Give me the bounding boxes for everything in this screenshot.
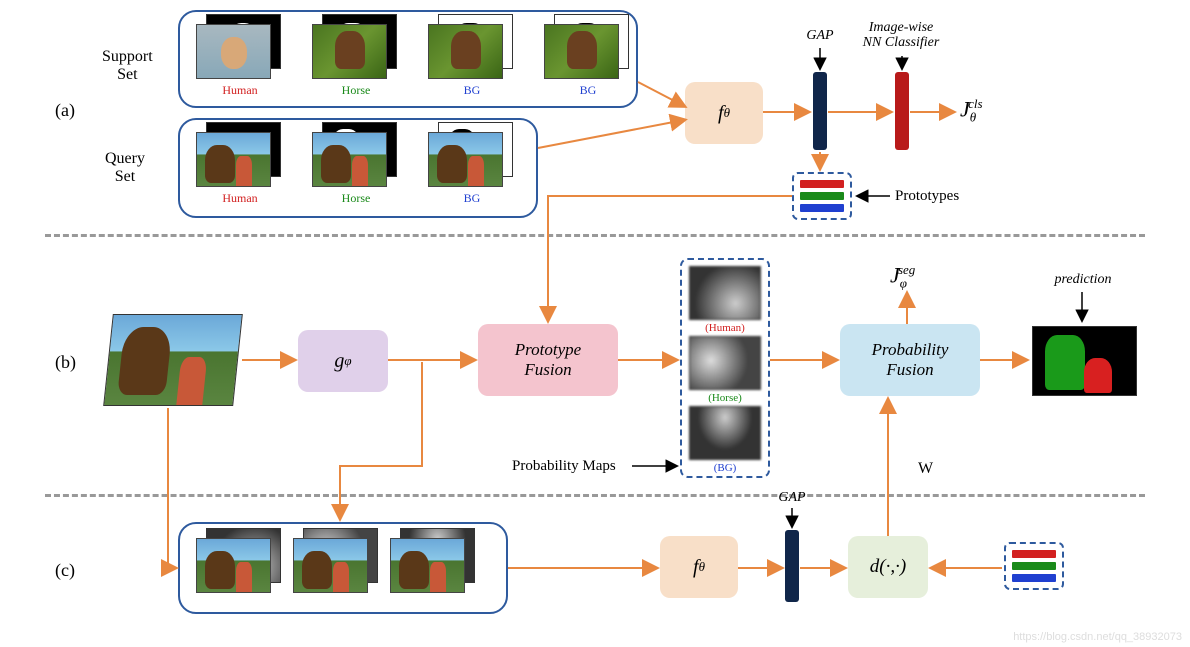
gap-bar-c <box>785 530 799 602</box>
w-label: W <box>918 460 933 478</box>
prototypes-box <box>792 172 852 220</box>
label-bg-3: BG <box>428 191 516 206</box>
input-image-b <box>103 314 243 406</box>
prediction-image <box>1032 326 1137 396</box>
prototypes-label: Prototypes <box>895 188 959 205</box>
watermark: https://blog.csdn.net/qq_38932073 <box>1013 631 1182 643</box>
support-item-bg-1: BG <box>428 24 516 98</box>
probability-fusion-box: Probability Fusion <box>840 324 980 396</box>
f-theta-box-a: fθ <box>685 82 763 144</box>
prototype-fusion-box: Prototype Fusion <box>478 324 618 396</box>
support-item-human: Human <box>196 24 284 98</box>
augmented-box <box>178 522 508 614</box>
g-phi-box: gφ <box>298 330 388 392</box>
support-set-box: Human Horse BG BG <box>178 10 638 108</box>
probability-maps-box: (Human) (Horse) (BG) <box>680 258 770 478</box>
label-bg-2: BG <box>544 83 632 98</box>
pmap-bg <box>689 406 761 460</box>
query-item-bg: BG <box>428 132 516 206</box>
query-set-label: Query Set <box>105 150 145 186</box>
support-item-bg-2: BG <box>544 24 632 98</box>
prototypes-box-c <box>1004 542 1064 590</box>
j-cls-label: Jθcls <box>960 96 991 126</box>
pmap-human <box>689 266 761 320</box>
query-set-box: Human Horse BG <box>178 118 538 218</box>
divider-2 <box>45 494 1145 497</box>
label-horse-1: Horse <box>312 83 400 98</box>
probability-maps-label: Probability Maps <box>512 458 616 475</box>
aug-2 <box>293 538 368 593</box>
d-func-box: d(·,·) <box>848 536 928 598</box>
gap-label-c: GAP <box>772 490 812 506</box>
pmap-horse-label: (Horse) <box>684 392 766 404</box>
label-human-1: Human <box>196 83 284 98</box>
nn-bar <box>895 72 909 150</box>
j-seg-label: Jφseg <box>890 262 924 292</box>
section-a-label: (a) <box>55 100 75 121</box>
pmap-horse <box>689 336 761 390</box>
pmap-human-label: (Human) <box>684 322 766 334</box>
label-bg-1: BG <box>428 83 516 98</box>
query-item-human: Human <box>196 132 284 206</box>
gap-bar-a <box>813 72 827 150</box>
aug-3 <box>390 538 465 593</box>
nn-label: Image-wise NN Classifier <box>856 20 946 51</box>
support-item-horse: Horse <box>312 24 400 98</box>
pmap-bg-label: (BG) <box>684 462 766 474</box>
section-c-label: (c) <box>55 560 75 581</box>
section-b-label: (b) <box>55 352 76 373</box>
divider-1 <box>45 234 1145 237</box>
gap-label-a: GAP <box>800 28 840 44</box>
label-horse-2: Horse <box>312 191 400 206</box>
support-set-label: Support Set <box>102 48 153 84</box>
f-theta-box-c: fθ <box>660 536 738 598</box>
prediction-label: prediction <box>1038 272 1128 288</box>
aug-1 <box>196 538 271 593</box>
label-human-2: Human <box>196 191 284 206</box>
query-item-horse: Horse <box>312 132 400 206</box>
